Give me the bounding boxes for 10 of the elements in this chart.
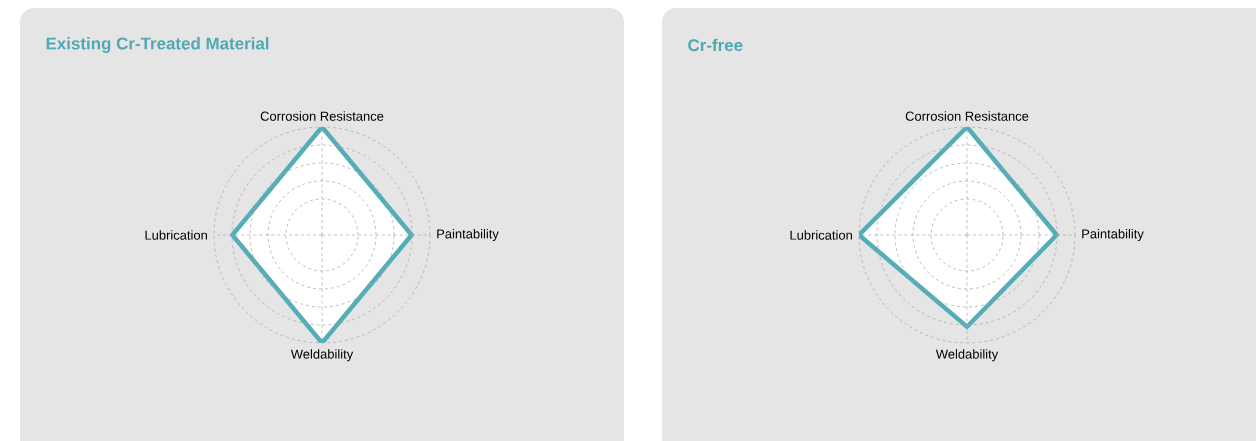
spoke-label: Corrosion Resistance [260, 111, 384, 121]
spoke-label: Corrosion Resistance [905, 111, 1029, 121]
spoke-label: Paintability [1082, 228, 1144, 242]
spoke-label: Weldability [290, 349, 354, 362]
chart-title: Existing Cr-Treated Material [46, 37, 269, 53]
chart-title: Cr-free [688, 38, 743, 52]
spoke-label: Paintability [437, 228, 499, 242]
spoke-label: Lubrication [145, 230, 207, 240]
spoke-label: Lubrication [790, 230, 852, 240]
spoke-label: Weldability [935, 349, 999, 362]
